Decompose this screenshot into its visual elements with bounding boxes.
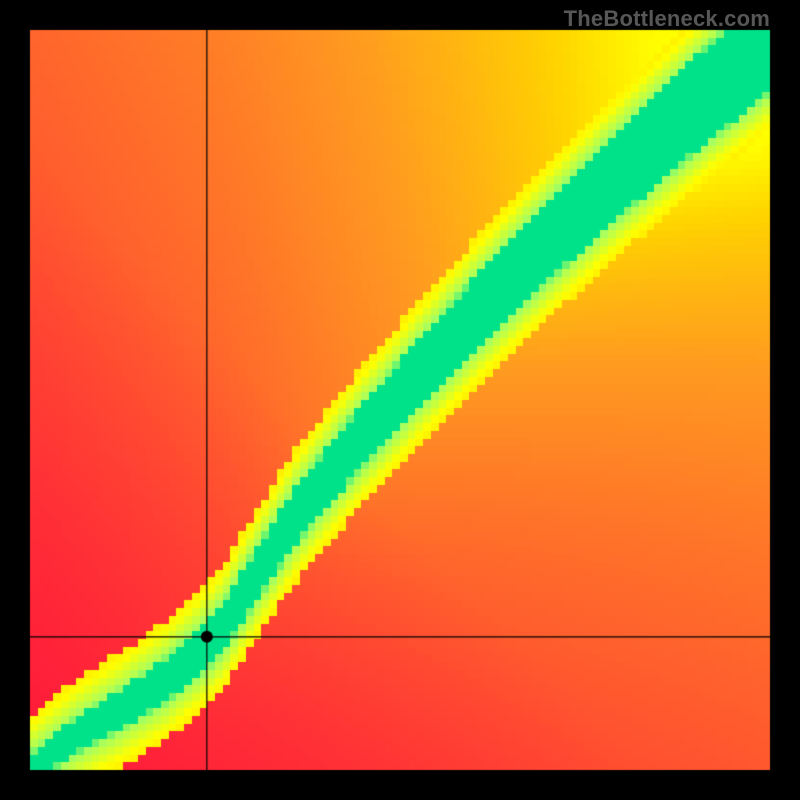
heatmap-canvas — [0, 0, 800, 800]
bottleneck-heatmap-frame: TheBottleneck.com — [0, 0, 800, 800]
watermark-text: TheBottleneck.com — [564, 6, 770, 32]
